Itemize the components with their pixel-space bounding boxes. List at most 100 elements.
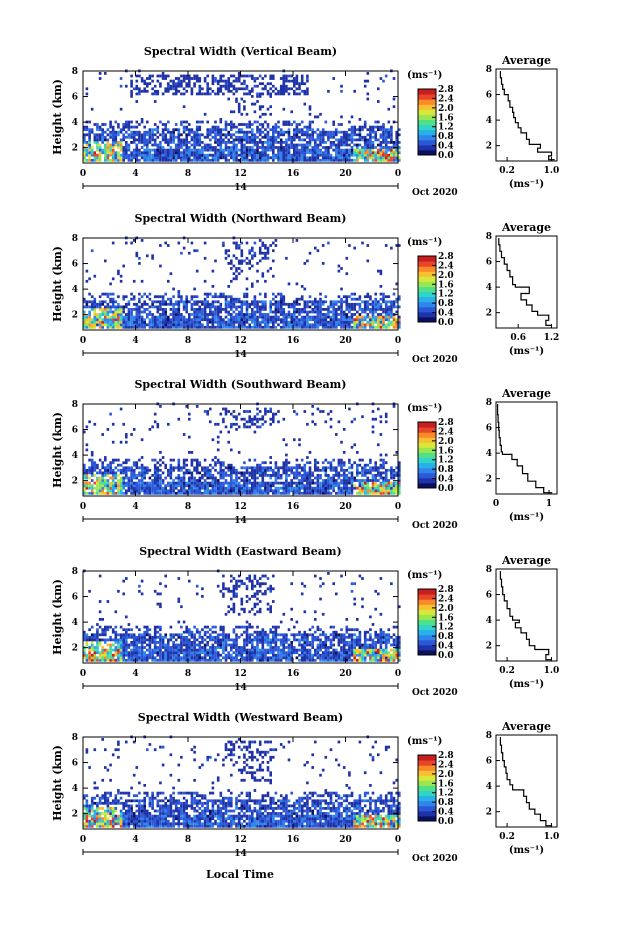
heatmap-cell bbox=[125, 628, 128, 632]
heatmap-cell bbox=[350, 479, 354, 482]
heatmap-cell bbox=[195, 143, 199, 147]
heatmap-cell bbox=[135, 308, 139, 311]
heatmap-cell bbox=[85, 151, 89, 155]
heatmap-cell bbox=[235, 77, 238, 80]
heatmap-cell bbox=[335, 484, 338, 488]
heatmap-cell bbox=[258, 82, 262, 86]
heatmap-cell bbox=[366, 79, 370, 83]
heatmap-cell bbox=[361, 466, 364, 470]
heatmap-cell bbox=[274, 325, 278, 329]
heatmap-cell bbox=[104, 656, 107, 660]
heatmap-cell bbox=[214, 461, 217, 465]
heatmap-cell bbox=[316, 407, 320, 411]
heatmap-cell bbox=[188, 484, 191, 488]
heatmap-cell bbox=[209, 420, 212, 424]
heatmap-cell bbox=[316, 143, 320, 147]
heatmap-cell bbox=[295, 156, 299, 160]
heatmap-cell bbox=[358, 305, 362, 309]
heatmap-cell bbox=[143, 141, 146, 144]
heatmap-cell bbox=[308, 489, 312, 493]
heatmap-cell bbox=[114, 308, 118, 311]
heatmap-cell bbox=[127, 302, 131, 306]
heatmap-cell bbox=[125, 143, 128, 147]
heatmap-cell bbox=[395, 471, 398, 475]
heatmap-cell bbox=[279, 146, 283, 149]
heatmap-cell bbox=[211, 479, 215, 482]
heatmap-cell bbox=[96, 635, 99, 639]
heatmap-cell bbox=[216, 89, 220, 93]
heatmap-cell bbox=[306, 315, 309, 319]
heatmap-cell bbox=[122, 635, 125, 639]
y-tick-label: 8 bbox=[72, 400, 78, 410]
heatmap-cell bbox=[193, 481, 196, 485]
heatmap-cell bbox=[253, 158, 257, 162]
heatmap-cell bbox=[398, 481, 401, 485]
heatmap-cell bbox=[106, 292, 110, 296]
heatmap-cell bbox=[235, 471, 238, 475]
heatmap-cell bbox=[308, 451, 312, 454]
heatmap-cell bbox=[337, 489, 341, 493]
heatmap-cell bbox=[135, 92, 139, 96]
heatmap-cell bbox=[114, 133, 118, 137]
heatmap-cell bbox=[277, 323, 280, 327]
heatmap-cell bbox=[248, 74, 251, 78]
heatmap-cell bbox=[277, 318, 280, 322]
heatmap-cell bbox=[167, 489, 170, 493]
heatmap-cell bbox=[251, 282, 254, 286]
heatmap-cell bbox=[285, 320, 288, 324]
heatmap-cell bbox=[214, 313, 217, 316]
heatmap-cell bbox=[211, 484, 215, 488]
heatmap-cell bbox=[258, 308, 262, 311]
heatmap-cell bbox=[93, 315, 97, 319]
heatmap-cell bbox=[361, 471, 364, 475]
heatmap-cell bbox=[125, 653, 128, 657]
heatmap-cell bbox=[230, 123, 233, 126]
heatmap-cell bbox=[277, 308, 280, 311]
heatmap-cell bbox=[151, 323, 154, 327]
heatmap-cell bbox=[272, 468, 275, 472]
heatmap-cell bbox=[117, 589, 120, 593]
heatmap-cell bbox=[371, 148, 375, 152]
heatmap-cell bbox=[125, 302, 128, 306]
heatmap-cell bbox=[306, 461, 309, 465]
heatmap-cell bbox=[203, 479, 207, 482]
heatmap-cell bbox=[198, 315, 202, 319]
heatmap-cell bbox=[214, 300, 217, 304]
heatmap-cell bbox=[342, 474, 346, 477]
day-label: 14 bbox=[234, 516, 247, 526]
heatmap-cell bbox=[151, 479, 154, 482]
heatmap-cell bbox=[90, 130, 94, 134]
heatmap-cell bbox=[363, 468, 367, 472]
heatmap-cell bbox=[237, 262, 241, 265]
heatmap-cell bbox=[337, 141, 341, 144]
heatmap-cell bbox=[135, 305, 139, 309]
heatmap-cell bbox=[340, 325, 343, 329]
heatmap-cell bbox=[119, 638, 123, 642]
heatmap-cell bbox=[125, 148, 128, 152]
heatmap-cell bbox=[237, 79, 241, 83]
heatmap-cell bbox=[353, 479, 356, 482]
heatmap-cell bbox=[117, 125, 120, 129]
heatmap-cell bbox=[274, 300, 278, 304]
heatmap-cell bbox=[329, 466, 333, 470]
heatmap-cell bbox=[109, 646, 112, 649]
heatmap-cell bbox=[119, 310, 123, 314]
heatmap-cell bbox=[114, 651, 118, 655]
heatmap-cell bbox=[287, 323, 291, 327]
heatmap-cell bbox=[382, 153, 385, 157]
heatmap-cell bbox=[321, 410, 325, 413]
heatmap-cell bbox=[83, 133, 86, 137]
heatmap-cell bbox=[109, 638, 112, 642]
heatmap-cell bbox=[282, 89, 286, 93]
heatmap-cell bbox=[390, 153, 393, 157]
profile-point bbox=[531, 304, 533, 306]
heatmap-cell bbox=[114, 658, 118, 662]
y-tick-label: 6 bbox=[72, 426, 78, 436]
heatmap-cell bbox=[122, 135, 125, 139]
heatmap-cell bbox=[161, 486, 165, 490]
heatmap-cell bbox=[117, 295, 120, 299]
heatmap-cell bbox=[266, 466, 270, 470]
colorbar-swatch bbox=[418, 462, 436, 469]
heatmap-cell bbox=[314, 463, 317, 467]
colorbar-swatch bbox=[418, 482, 436, 489]
